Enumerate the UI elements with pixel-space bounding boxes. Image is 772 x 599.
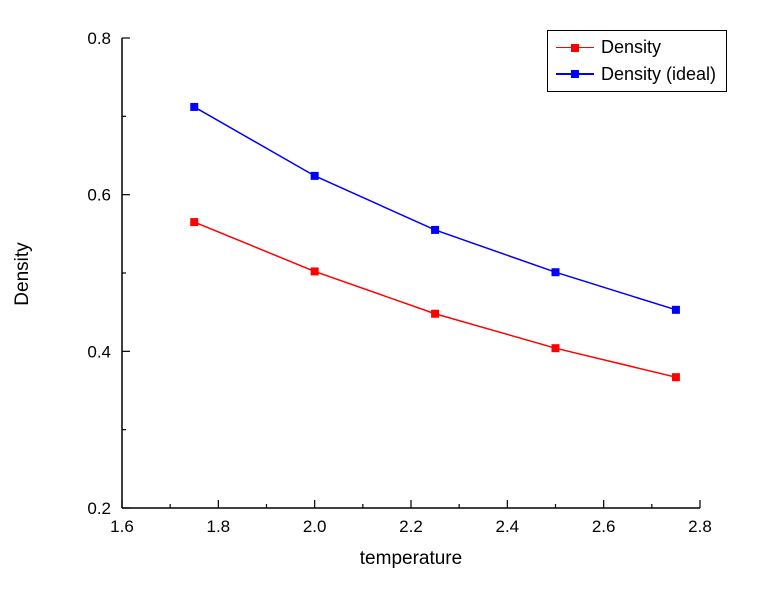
data-point-marker [310, 171, 319, 180]
legend-marker-density [555, 41, 594, 55]
legend-square-marker-icon [570, 43, 579, 52]
x-tick-label: 1.6 [110, 517, 134, 536]
x-tick-label: 2.0 [303, 517, 327, 536]
legend-item-density-ideal: Density (ideal) [555, 63, 716, 86]
data-point-marker [551, 344, 560, 353]
data-point-marker [190, 102, 199, 111]
data-point-marker [671, 373, 680, 382]
tick-labels: 1.6 1.8 2.0 2.2 2.4 2.6 2.8 0.2 0.4 0.6 0.8 [87, 29, 711, 536]
series-line [193, 221, 677, 378]
series-1 [190, 102, 680, 314]
legend-item-density: Density [555, 37, 716, 59]
legend-square-marker-icon [570, 70, 579, 79]
y-tick-label: 0.2 [87, 499, 111, 518]
ticks [121, 37, 701, 509]
data-point-marker [190, 218, 199, 227]
x-tick-label: 2.6 [592, 517, 616, 536]
data-point-marker [671, 305, 680, 314]
x-tick-label: 1.8 [207, 517, 231, 536]
data-point-marker [551, 268, 560, 277]
legend: Density Density (ideal) [546, 30, 727, 93]
x-tick-label: 2.4 [496, 517, 520, 536]
axes [121, 38, 700, 509]
y-tick-label: 0.8 [87, 29, 111, 48]
x-tick-label: 2.2 [399, 517, 423, 536]
data-point-marker [431, 309, 440, 318]
data-point-marker [310, 267, 319, 276]
series-line [193, 106, 677, 311]
legend-marker-density-ideal [555, 67, 594, 81]
y-tick-label: 0.6 [87, 186, 111, 205]
y-tick-label: 0.4 [87, 342, 111, 361]
y-axis-title: Density [12, 242, 33, 306]
legend-label-density-ideal: Density (ideal) [600, 63, 716, 84]
data-point-marker [431, 225, 440, 234]
x-tick-label: 2.8 [688, 517, 712, 536]
legend-label-density: Density [600, 37, 661, 57]
x-axis-title: temperature [359, 548, 463, 569]
series-0 [190, 218, 680, 382]
